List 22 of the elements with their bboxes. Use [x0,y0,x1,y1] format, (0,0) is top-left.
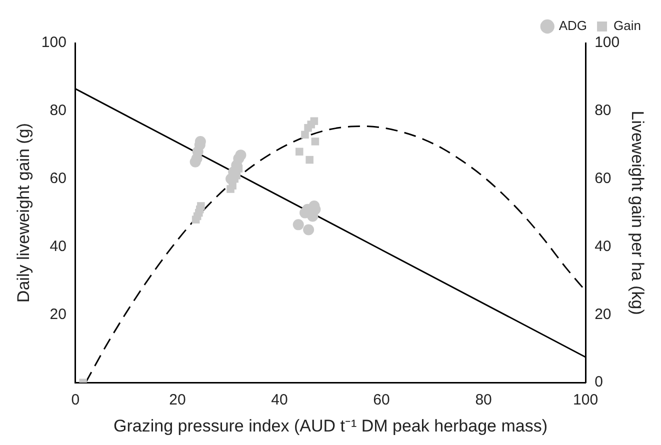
y2-tick-label: 100 [594,34,620,52]
y2-tick-label: 0 [594,374,603,391]
x-tick-label: 0 [71,392,80,409]
legend-label: ADG [558,18,588,34]
y2-axis-title: Liveweight gain per ha (kg) [628,110,648,315]
x-tick-label: 100 [573,392,598,409]
y-tick-label: 20 [50,306,66,323]
x-axis-title: Grazing pressure index (AUD t⁻¹ DM peak herbage mass) [114,416,548,436]
y-axis-title: Daily liveweight gain (g) [14,123,33,303]
y2-tick-label: 20 [594,306,612,323]
x-tick-label: 80 [475,392,492,409]
y-tick-label: 100 [41,34,66,52]
y-tick-label: 60 [50,170,66,187]
y2-tick-label: 80 [594,102,612,120]
legend-label: Gain [614,18,642,34]
y2-tick-label: 40 [594,238,612,255]
y-tick-label: 80 [50,102,66,120]
x-tick-label: 60 [373,392,390,409]
y-tick-label: 40 [50,238,66,255]
x-tick-label: 40 [271,392,288,409]
x-tick-label: 20 [169,392,186,409]
y2-tick-label: 60 [594,170,612,187]
